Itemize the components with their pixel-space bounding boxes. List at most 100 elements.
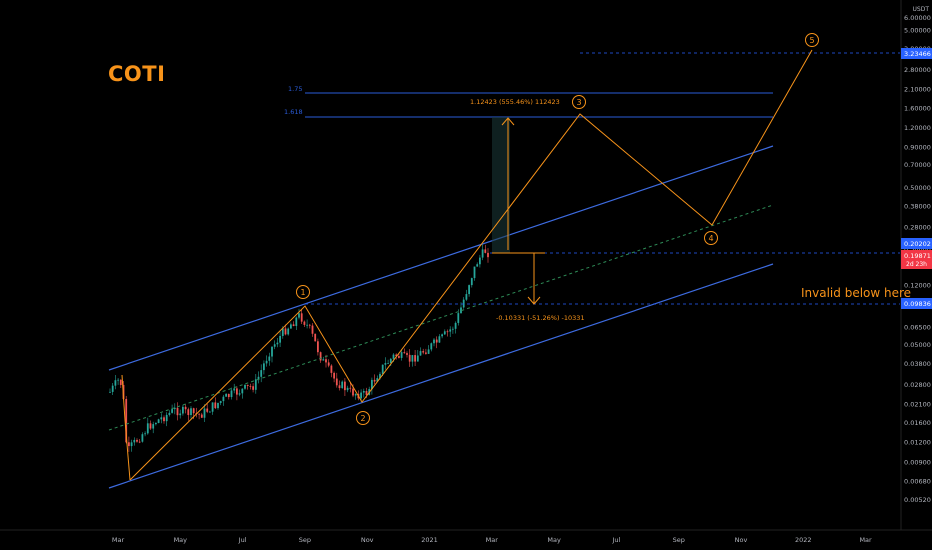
candle-body bbox=[349, 387, 352, 389]
candle-body bbox=[155, 422, 157, 425]
y-tick-label: 1.60000 bbox=[904, 104, 931, 112]
candle-body bbox=[273, 344, 276, 347]
candle-body bbox=[476, 264, 479, 267]
price-tag-invalid-text: 0.09836 bbox=[904, 300, 931, 308]
x-tick-label: 2021 bbox=[421, 536, 438, 544]
candle-body bbox=[433, 339, 435, 344]
wave-label-3: 3 bbox=[572, 95, 586, 109]
x-tick-label: Nov bbox=[361, 536, 374, 544]
candle-body bbox=[416, 355, 419, 362]
candle-body bbox=[422, 351, 425, 353]
y-tick-label: 0.70000 bbox=[904, 161, 931, 169]
channel-midline[interactable] bbox=[108, 204, 774, 431]
candle-body bbox=[481, 249, 484, 258]
candle-body bbox=[130, 442, 133, 447]
y-tick-label: 2.80000 bbox=[904, 66, 931, 74]
channel-upper-line[interactable] bbox=[108, 145, 774, 371]
fib-label-1618: 1.618 bbox=[284, 108, 303, 116]
candle-body bbox=[457, 313, 460, 323]
candle-body bbox=[403, 352, 406, 354]
candle-body bbox=[249, 385, 252, 387]
candle-body bbox=[184, 406, 187, 410]
candle-body bbox=[319, 352, 322, 361]
candle-body bbox=[136, 439, 138, 442]
wave-label-2-text: 2 bbox=[360, 414, 365, 423]
candle-body bbox=[346, 387, 349, 391]
candle-body bbox=[400, 352, 403, 358]
candle-body bbox=[203, 408, 206, 418]
candle-body bbox=[214, 402, 217, 409]
candle-body bbox=[190, 408, 192, 416]
candle-body bbox=[141, 434, 144, 442]
candle-body bbox=[443, 331, 446, 335]
candle-body bbox=[109, 391, 111, 393]
candle-body bbox=[341, 381, 344, 389]
candle-body bbox=[360, 392, 362, 399]
candle-body bbox=[176, 407, 179, 416]
price-tag-ref-text: 0.20202 bbox=[904, 240, 931, 248]
y-tick-label: 0.02800 bbox=[904, 381, 931, 389]
candle-body bbox=[298, 313, 300, 318]
y-tick-label: 0.28000 bbox=[904, 223, 931, 231]
wave-label-1-text: 1 bbox=[300, 288, 305, 297]
candle-body bbox=[295, 317, 298, 326]
candle-body bbox=[179, 413, 182, 416]
candle-body bbox=[225, 393, 227, 397]
wave-label-4-text: 4 bbox=[708, 234, 713, 243]
candle-body bbox=[430, 343, 433, 350]
candle-body bbox=[376, 378, 379, 382]
channel-lower-line[interactable] bbox=[108, 263, 774, 489]
wave-label-2: 2 bbox=[356, 411, 370, 425]
candle-body bbox=[484, 249, 487, 253]
y-tick-label: 0.00680 bbox=[904, 478, 931, 486]
y-tick-label: 1.20000 bbox=[904, 124, 931, 132]
candle-body bbox=[236, 388, 238, 395]
candle-body bbox=[392, 354, 395, 359]
candle-body bbox=[303, 321, 306, 325]
candle-body bbox=[206, 408, 209, 412]
candle-body bbox=[281, 328, 284, 336]
wave-path[interactable] bbox=[129, 49, 813, 481]
x-tick-label: 2022 bbox=[795, 536, 812, 544]
candle-body bbox=[157, 419, 160, 423]
candle-body bbox=[276, 342, 279, 345]
candle-body bbox=[260, 370, 263, 377]
price-tag-target: 3.23466 bbox=[901, 48, 932, 59]
measure-down-label: -0.10331 (-51.26%) -10331 bbox=[496, 314, 585, 322]
candle-body bbox=[241, 388, 244, 394]
candles-group bbox=[109, 244, 489, 452]
y-tick-label: 0.50000 bbox=[904, 184, 931, 192]
x-tick-label: Jul bbox=[238, 536, 247, 544]
invalid-annotation: Invalid below here bbox=[801, 286, 912, 300]
wave-label-3-text: 3 bbox=[576, 98, 581, 107]
candle-body bbox=[284, 328, 287, 335]
candle-body bbox=[152, 424, 155, 429]
x-tick-label: Mar bbox=[859, 536, 872, 544]
candle-body bbox=[427, 349, 430, 354]
measure-box[interactable] bbox=[492, 117, 510, 253]
candle-body bbox=[306, 324, 308, 326]
candle-body bbox=[419, 351, 422, 356]
candle-body bbox=[233, 388, 236, 391]
candle-body bbox=[263, 363, 265, 371]
wave-label-5-text: 5 bbox=[809, 36, 814, 45]
x-axis[interactable]: Mar May Jul Sep Nov 2021 Mar May Jul Sep Nov 2022 Ma… bbox=[112, 536, 872, 544]
candle-body bbox=[317, 341, 319, 353]
candle-body bbox=[244, 384, 246, 389]
y-tick-label: 0.90000 bbox=[904, 144, 931, 152]
x-tick-label: Nov bbox=[735, 536, 748, 544]
candle-body bbox=[330, 365, 333, 373]
y-tick-label: 6.00000 bbox=[904, 14, 931, 22]
candle-body bbox=[371, 379, 373, 390]
candle-body bbox=[209, 411, 211, 413]
candle-body bbox=[381, 364, 384, 374]
candle-body bbox=[238, 393, 241, 395]
x-tick-label: Sep bbox=[299, 536, 311, 544]
y-tick-label: 0.06500 bbox=[904, 323, 931, 331]
candle-body bbox=[125, 398, 128, 443]
candle-body bbox=[314, 333, 317, 342]
candle-body bbox=[114, 380, 117, 386]
candle-body bbox=[387, 363, 389, 364]
candle-body bbox=[230, 390, 233, 398]
